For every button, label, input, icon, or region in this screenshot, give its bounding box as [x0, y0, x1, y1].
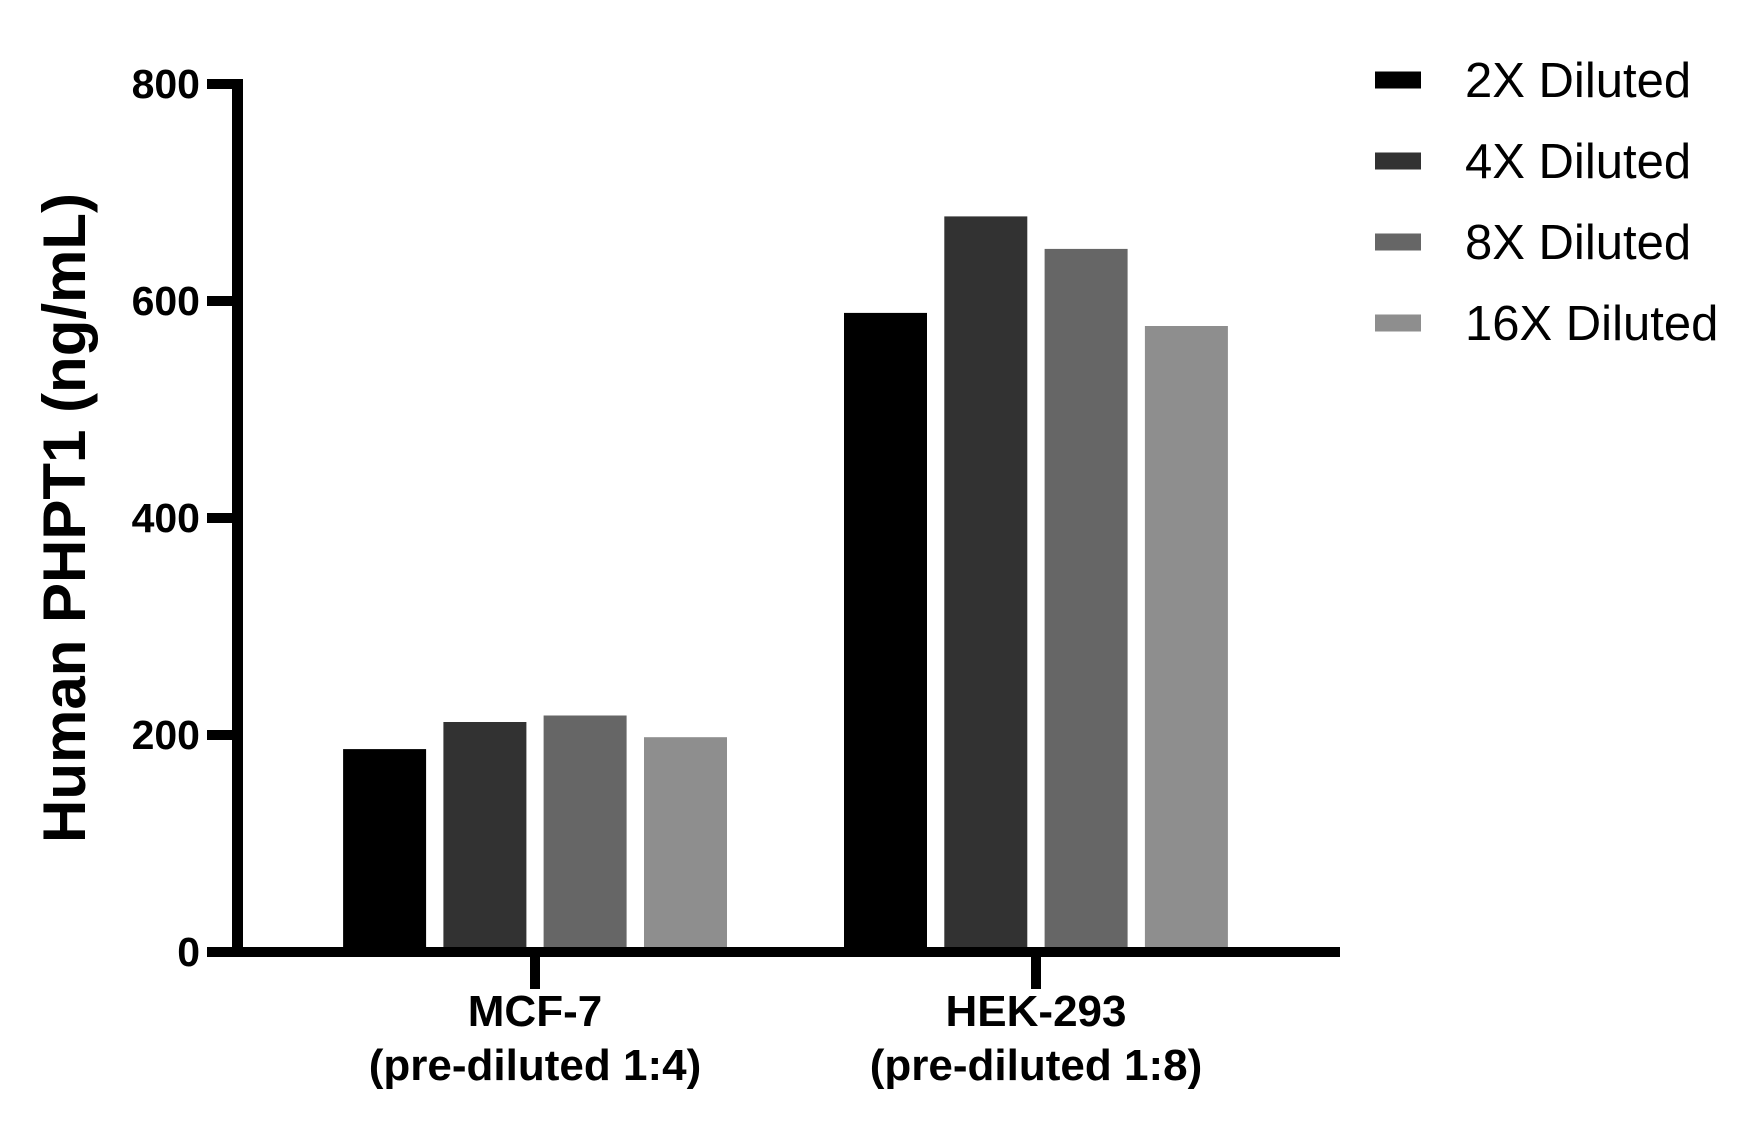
bar	[644, 737, 727, 955]
bar	[443, 722, 527, 955]
x-tick	[1031, 957, 1041, 989]
bar	[543, 715, 627, 955]
y-tick-label: 800	[132, 61, 200, 107]
legend-swatch	[1375, 71, 1421, 89]
y-axis-spine	[232, 79, 243, 957]
x-category-sublabel: (pre-diluted 1:8)	[870, 1041, 1202, 1090]
y-tick	[207, 947, 232, 957]
legend-swatch	[1375, 314, 1421, 332]
legend-swatch	[1375, 152, 1421, 170]
bars-layer	[343, 216, 1228, 955]
x-category-sublabel: (pre-diluted 1:4)	[369, 1041, 701, 1090]
y-tick-label: 200	[132, 712, 200, 758]
y-tick	[207, 513, 232, 523]
axes-layer: 0 200 400 600 800 MCF-7 (pre-diluted 1:4) HEK-2…	[31, 61, 1340, 1090]
y-axis-title: Human PHPT1 (ng/mL)	[31, 193, 98, 843]
y-tick	[207, 730, 232, 740]
legend-label: 16X Diluted	[1465, 297, 1718, 351]
bar	[343, 749, 427, 955]
y-tick	[207, 296, 232, 306]
y-tick-label: 400	[132, 495, 200, 541]
x-axis-line	[232, 947, 1340, 957]
legend-label: 4X Diluted	[1465, 135, 1691, 189]
bar	[1144, 326, 1228, 955]
y-tick-label: 0	[177, 929, 200, 975]
x-tick	[530, 957, 540, 989]
y-tick	[207, 79, 232, 89]
x-category-label: MCF-7	[468, 987, 602, 1036]
legend-label: 2X Diluted	[1465, 54, 1691, 108]
legend-swatch	[1375, 233, 1421, 251]
x-category-label: HEK-293	[946, 987, 1127, 1036]
legend: 2X Diluted 4X Diluted 8X Diluted 16X Dilute…	[1375, 54, 1718, 351]
bar	[944, 216, 1028, 955]
bar	[844, 312, 927, 955]
y-tick-label: 600	[132, 278, 200, 324]
bar	[1044, 248, 1128, 955]
legend-label: 8X Diluted	[1465, 216, 1691, 270]
